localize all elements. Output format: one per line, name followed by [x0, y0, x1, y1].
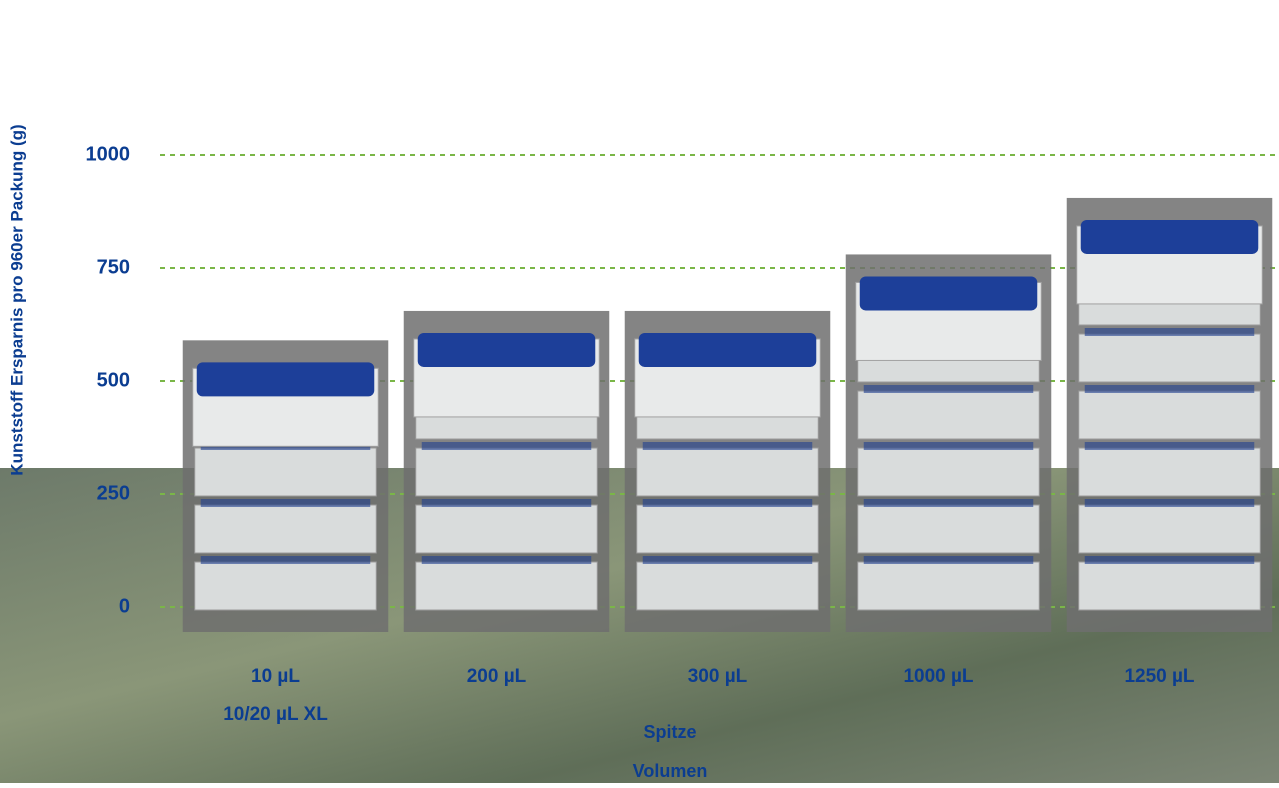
tray-tips — [863, 385, 1034, 393]
y-tick-label: 500 — [97, 369, 130, 391]
tray-tips — [863, 499, 1034, 507]
x-tick-label: 200 µL — [467, 666, 527, 687]
tray-tips — [1084, 385, 1255, 393]
tray-tips — [642, 499, 813, 507]
tray — [1078, 333, 1261, 383]
tray — [1078, 447, 1261, 497]
x-axis-label: Spitze — [643, 722, 696, 742]
tips — [1080, 219, 1259, 254]
tips — [417, 332, 596, 367]
tray — [194, 561, 377, 611]
tray — [857, 390, 1040, 440]
tray-tips — [1084, 499, 1255, 507]
tray — [194, 447, 377, 497]
tips — [859, 276, 1038, 311]
y-tick-label: 750 — [97, 256, 130, 278]
tray — [636, 561, 819, 611]
tray — [636, 447, 819, 497]
tray — [857, 561, 1040, 611]
tray — [415, 561, 598, 611]
x-tick-label: 10/20 µL XL — [223, 704, 328, 725]
y-tick-label: 1000 — [86, 143, 131, 165]
tray-tips — [1084, 556, 1255, 564]
tray-tips — [642, 442, 813, 450]
tray-tips — [1084, 328, 1255, 336]
tray — [1078, 504, 1261, 554]
y-axis-label: Kunststoff Ersparnis pro 960er Packung (… — [7, 124, 26, 475]
tray-tips — [642, 556, 813, 564]
x-tick-label: 300 µL — [688, 666, 748, 687]
y-tick-label: 0 — [119, 595, 130, 617]
tray-tips — [863, 442, 1034, 450]
x-tick-label: 1250 µL — [1124, 666, 1194, 687]
tray — [636, 504, 819, 554]
y-tick-label: 250 — [97, 482, 130, 504]
tray-tips — [200, 556, 371, 564]
tray-tips — [200, 499, 371, 507]
tray — [194, 504, 377, 554]
tray — [415, 447, 598, 497]
tray — [1078, 561, 1261, 611]
x-tick-label: 1000 µL — [903, 666, 973, 687]
tray-tips — [421, 556, 592, 564]
x-axis-label: Volumen — [633, 761, 708, 781]
x-tick-label: 10 µL — [251, 666, 300, 687]
tips — [196, 362, 375, 397]
tray — [857, 504, 1040, 554]
tray — [1078, 390, 1261, 440]
tray-tips — [421, 442, 592, 450]
tray — [415, 504, 598, 554]
tips — [638, 332, 817, 367]
tray-tips — [421, 499, 592, 507]
tray-tips — [1084, 442, 1255, 450]
tray — [857, 447, 1040, 497]
tray-tips — [863, 556, 1034, 564]
